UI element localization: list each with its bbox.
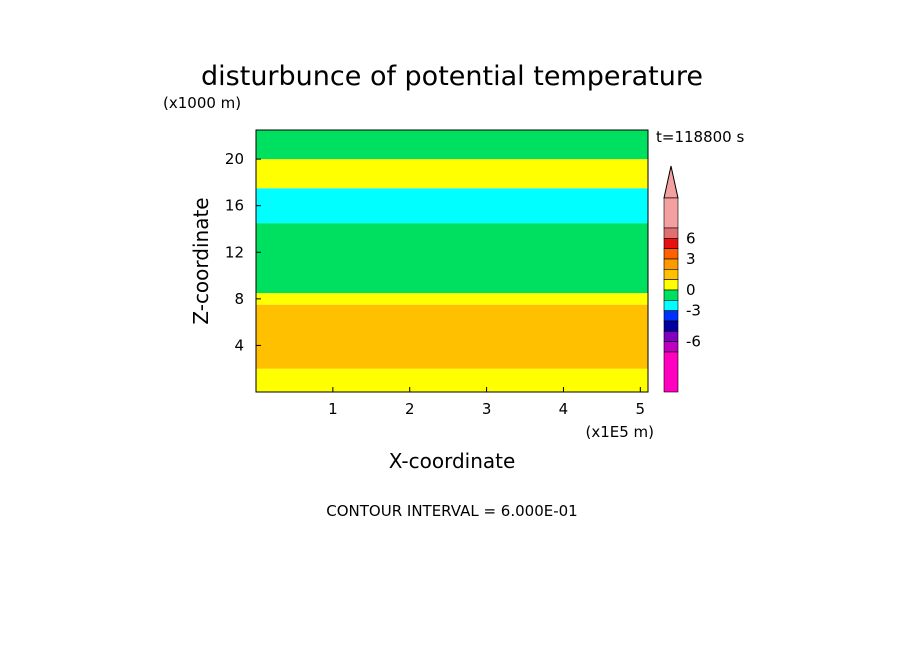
colorbar-segment [663,341,679,353]
y-unit-label: (x1000 m) [163,94,241,112]
colorbar-segment [663,279,679,291]
field-band-1 [256,304,648,369]
chart-title: disturbunce of potential temperature [201,61,703,92]
colorbar-segment [663,310,679,322]
colorbar-tick-label: -3 [686,302,701,320]
field-band-4 [256,188,648,224]
colorbar-segment [663,238,679,249]
y-tick-label: 8 [234,290,244,308]
colorbar-tick-label: 0 [686,281,696,299]
y-tick-label: 4 [234,336,244,354]
x-tick-label: 3 [482,400,492,418]
colorbar-segment [663,227,679,239]
colorbar-segment [663,197,679,229]
field-band-2 [256,293,648,305]
x-unit-label: (x1E5 m) [585,423,654,441]
x-tick-label: 4 [559,400,569,418]
x-axis-label: X-coordinate [389,449,516,473]
x-tick-label: 1 [328,400,338,418]
field-band-3 [256,223,648,294]
colorbar-segment [663,320,679,332]
colorbar-segment [663,351,679,393]
colorbar-segment [663,248,679,260]
colorbar-segment [663,258,679,270]
colorbar-segment [663,331,679,342]
colorbar [663,165,679,393]
colorbar-tick-label: 6 [686,229,696,247]
y-tick-label: 12 [225,243,244,261]
x-tick-label: 5 [636,400,646,418]
contour-field [256,130,648,392]
contour-interval-label: CONTOUR INTERVAL = 6.000E-01 [326,502,577,520]
colorbar-ticks: 6 3 0 -3 -6 [686,229,701,350]
y-tick-label: 20 [225,150,244,168]
y-axis-ticks: 4 8 12 16 20 [225,150,261,354]
colorbar-segment [663,269,679,280]
colorbar-tick-label: 3 [686,250,696,268]
colorbar-segment [663,300,679,311]
colorbar-tick-label: -6 [686,333,701,351]
time-label: t=118800 s [656,128,744,146]
field-band-0 [256,368,648,392]
plot-frame [255,129,649,393]
field-band-6 [256,130,648,160]
x-axis-ticks: 1 2 3 4 5 [328,387,645,418]
field-band-5 [256,159,648,189]
x-tick-label: 2 [405,400,415,418]
colorbar-segment [663,289,679,301]
colorbar-arrow [663,165,679,199]
y-axis-label: Z-coordinate [189,197,213,324]
y-tick-label: 16 [225,197,244,215]
